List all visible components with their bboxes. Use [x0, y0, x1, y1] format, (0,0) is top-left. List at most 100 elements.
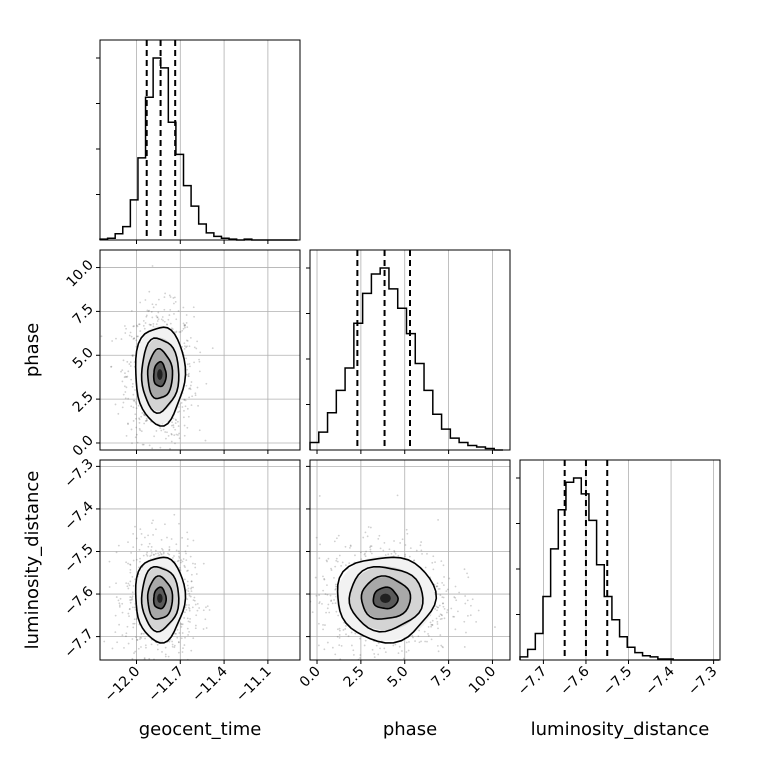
scatter-point	[140, 543, 143, 546]
scatter-point	[436, 644, 439, 647]
scatter-point	[181, 345, 183, 348]
scatter-point	[147, 310, 150, 313]
scatter-point	[147, 534, 149, 537]
scatter-point	[193, 596, 196, 599]
scatter-point	[142, 324, 145, 327]
scatter-point	[162, 551, 165, 554]
scatter-point	[322, 628, 324, 631]
scatter-point	[185, 339, 188, 342]
scatter-point	[182, 647, 184, 650]
scatter-point	[331, 646, 334, 649]
density-shade	[157, 369, 163, 380]
scatter-point	[314, 576, 317, 579]
scatter-point	[114, 631, 117, 634]
scatter-point	[175, 433, 178, 436]
scatter-point	[437, 519, 439, 521]
scatter-point	[157, 311, 160, 314]
scatter-point	[135, 618, 138, 620]
scatter-point	[162, 661, 164, 663]
scatter-point	[149, 507, 151, 509]
scatter-point	[413, 559, 416, 562]
scatter-point	[317, 622, 320, 625]
scatter-point	[360, 551, 362, 554]
scatter-point	[167, 434, 170, 437]
scatter-point	[138, 418, 141, 421]
scatter-point	[123, 647, 125, 649]
scatter-point	[139, 560, 141, 563]
scatter-point	[117, 412, 120, 415]
scatter-point	[140, 632, 143, 635]
scatter-point	[115, 596, 118, 598]
x-tick-label: −7.4	[643, 663, 678, 698]
scatter-point	[441, 614, 443, 617]
histogram-geocent_time	[99, 57, 298, 241]
grid-0-0	[136, 40, 269, 240]
scatter-point	[193, 599, 196, 602]
scatter-point	[206, 605, 209, 608]
scatter-point	[377, 653, 380, 656]
scatter-point	[399, 542, 402, 544]
scatter-point	[437, 627, 439, 630]
scatter-point	[127, 582, 130, 585]
hist-y-ticks-1	[306, 267, 310, 405]
scatter-point	[173, 296, 176, 299]
scatter-point	[338, 629, 341, 632]
scatter-point	[148, 444, 151, 447]
scatter-point	[131, 598, 134, 601]
scatter-point	[177, 425, 180, 427]
scatter-point	[127, 541, 129, 544]
x-tick-label: −7.5	[600, 664, 635, 699]
contour-line	[360, 575, 412, 620]
scatter-point	[131, 657, 134, 660]
scatter-point	[429, 621, 432, 624]
scatter-point	[315, 536, 318, 539]
scatter-point	[170, 433, 173, 436]
scatter-point	[188, 362, 191, 365]
scatter-point	[150, 673, 152, 675]
scatter-point	[334, 583, 337, 586]
scatter-point	[136, 335, 139, 338]
scatter-point	[103, 640, 106, 643]
scatter-point	[169, 322, 172, 325]
scatter-point	[184, 324, 187, 327]
grid-1-0	[100, 250, 300, 450]
scatter-point	[430, 625, 433, 628]
scatter-point	[318, 601, 321, 603]
scatter-point	[195, 347, 198, 350]
scatter-point	[427, 634, 430, 637]
scatter-point	[138, 417, 140, 420]
scatter-point	[133, 325, 135, 327]
scatter-point	[445, 590, 448, 592]
scatter-point	[438, 587, 441, 590]
scatter-point	[379, 647, 381, 650]
panel-frame-1-1	[309, 249, 511, 451]
scatter-point	[138, 682, 140, 684]
scatter-point	[179, 331, 182, 333]
scatter-point	[345, 633, 347, 636]
scatter-point	[133, 606, 136, 609]
scatter-point	[153, 666, 155, 668]
scatter-point	[124, 391, 127, 393]
scatter-point	[426, 640, 428, 643]
scatter-point	[124, 372, 126, 375]
scatter-point	[164, 671, 166, 673]
scatter-point	[163, 296, 166, 299]
scatter-point	[387, 553, 390, 556]
scatter-point	[155, 660, 157, 662]
scatter-point	[441, 617, 443, 620]
scatter-point	[367, 526, 370, 528]
scatter-point	[127, 587, 130, 590]
scatter-point	[375, 644, 378, 647]
y-tick-label: 7.5	[70, 301, 97, 328]
scatter-point	[159, 427, 162, 430]
scatter-point	[127, 423, 129, 425]
scatter-point	[330, 600, 332, 602]
scatter-point	[373, 656, 376, 659]
scatter-point	[132, 606, 134, 609]
scatter-point	[176, 560, 179, 563]
scatter-point	[132, 354, 134, 357]
scatter-point	[155, 323, 158, 326]
scatter-point	[168, 294, 171, 297]
scatter-point	[132, 559, 135, 562]
scatter-point	[350, 644, 353, 647]
